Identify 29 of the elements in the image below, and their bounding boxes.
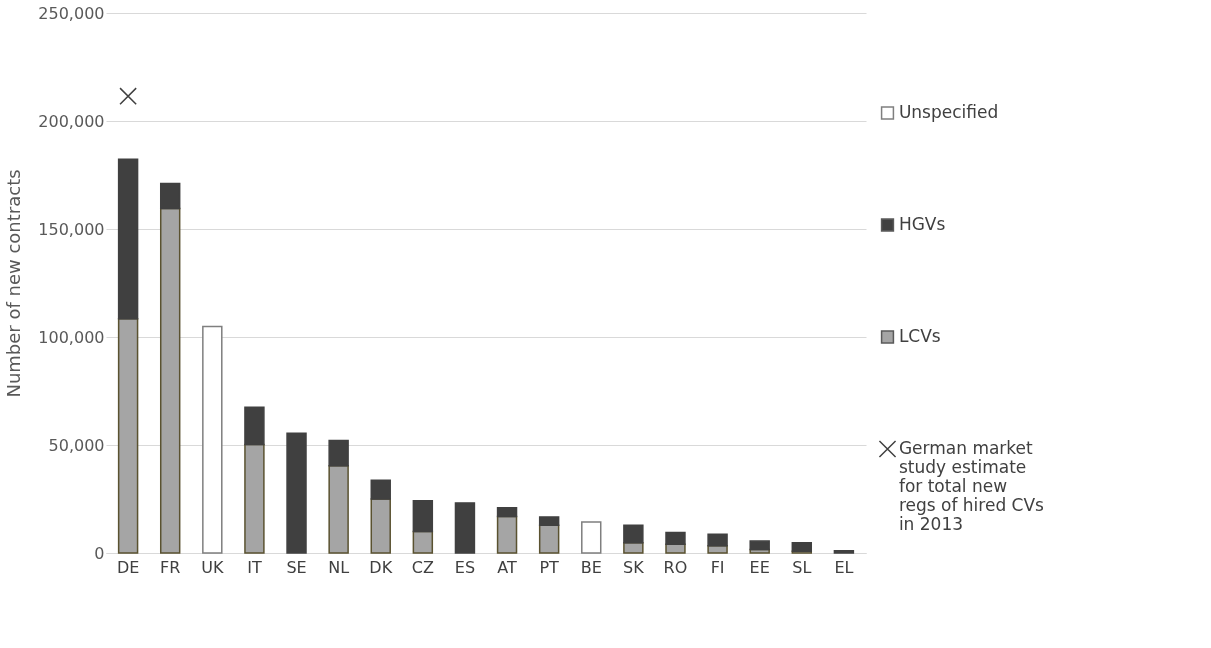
x-tick-label: SE [286, 557, 307, 577]
x-tick-label: ES [454, 557, 476, 577]
x-tick-label: RO [663, 557, 688, 577]
x-tick-label: CZ [411, 557, 434, 577]
legend-label: Unspecified [898, 102, 999, 122]
x-tick-label: FR [160, 557, 181, 577]
x-tick-label: EE [749, 557, 770, 577]
x-tick-label: EL [834, 557, 854, 577]
y-tick-label: 0 [94, 543, 105, 563]
x-tick-label: DK [369, 557, 393, 577]
y-tick-label: 150,000 [38, 219, 105, 239]
x-tick-label: AT [497, 557, 518, 577]
legend-label: HGVs [898, 214, 946, 234]
x-tick-label: SK [623, 557, 645, 577]
x-tick-label: DE [116, 557, 140, 577]
x-tick-label: IT [247, 557, 262, 577]
y-tick-label: 50,000 [48, 435, 105, 455]
y-axis-title: Number of new contracts [3, 169, 25, 398]
legend-label: German market study estimate for total new regs of hired CVs in 2013 [898, 438, 1045, 534]
x-tick-label: BE [580, 557, 602, 577]
x-tick-label: PT [539, 557, 560, 577]
x-tick-label: SL [792, 557, 812, 577]
x-tick-label: FI [710, 557, 725, 577]
y-tick-label: 250,000 [38, 3, 105, 23]
legend-label: LCVs [898, 326, 941, 346]
x-tick-label: UK [201, 557, 224, 577]
y-tick-label: 200,000 [38, 111, 105, 131]
x-tick-label: NL [328, 557, 350, 577]
y-tick-label: 100,000 [38, 327, 105, 347]
